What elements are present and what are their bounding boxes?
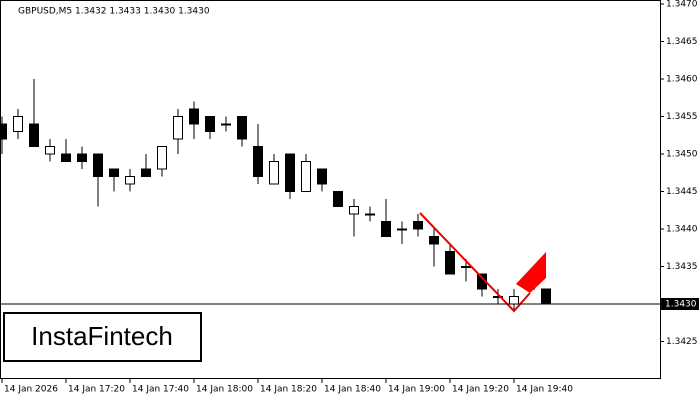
candle-body [461, 266, 471, 268]
y-tick-label: 1.3455 [666, 112, 698, 122]
candle-body [45, 146, 55, 155]
x-tick-label: 14 Jan 2026 [4, 385, 58, 395]
y-tick-label: 1.3440 [666, 225, 698, 235]
y-tick-label: 1.3450 [666, 150, 698, 160]
candle-body [93, 153, 103, 177]
candle-body [413, 221, 423, 230]
candle-body [125, 176, 135, 185]
x-tick-label: 14 Jan 19:00 [388, 385, 445, 395]
candles [0, 79, 551, 312]
candle-body [509, 296, 519, 305]
pattern-flag [516, 252, 546, 293]
candle-body [221, 123, 231, 126]
candle-body [77, 153, 87, 162]
x-tick-label: 14 Jan 19:40 [516, 385, 573, 395]
candle-body [61, 153, 71, 162]
y-tick-label: 1.3425 [666, 337, 698, 347]
candle-body [269, 161, 279, 185]
candle-body [205, 116, 215, 132]
current-price-box [661, 298, 699, 310]
chart-title: GBPUSD,M5 1.3432 1.3433 1.3430 1.3430 [18, 7, 210, 17]
candle-body [333, 191, 343, 207]
x-tick-label: 14 Jan 18:20 [260, 385, 317, 395]
y-tick-label: 1.3470 [666, 0, 698, 10]
current-price-label: 1.3430 [665, 300, 697, 310]
x-tick-label: 14 Jan 17:40 [132, 385, 189, 395]
pattern-line [419, 212, 531, 313]
x-tick-label: 14 Jan 19:20 [452, 385, 509, 395]
candle-body [429, 236, 439, 245]
candle-body [397, 228, 407, 231]
candle-body [253, 146, 263, 177]
candle-body [349, 206, 359, 215]
y-tick-label: 1.3435 [666, 262, 698, 272]
candle-body [301, 161, 311, 192]
candle-body [189, 108, 199, 125]
x-tick-label: 14 Jan 18:00 [196, 385, 253, 395]
logo-box [3, 312, 202, 362]
y-tick-label: 1.3445 [666, 187, 698, 197]
candle-body [493, 296, 503, 298]
candle-body [141, 168, 151, 177]
x-tick-label: 14 Jan 17:20 [68, 385, 125, 395]
logo: InstaFintech [31, 321, 173, 351]
y-tick-label: 1.3465 [666, 37, 698, 47]
y-tick-label: 1.3460 [666, 75, 698, 85]
candle-body [365, 213, 375, 216]
candle-body [173, 116, 183, 140]
candle-body [541, 288, 551, 305]
candle-body [29, 123, 39, 147]
candle-body [285, 153, 295, 192]
candle-body [157, 146, 167, 170]
candle-body [109, 168, 119, 177]
candle-body [0, 123, 7, 140]
x-tick-label: 14 Jan 18:40 [324, 385, 381, 395]
candle-body [237, 116, 247, 140]
candle-body [13, 116, 23, 132]
candle-body [317, 168, 327, 185]
candle-body [445, 251, 455, 275]
candle-body [381, 221, 391, 237]
